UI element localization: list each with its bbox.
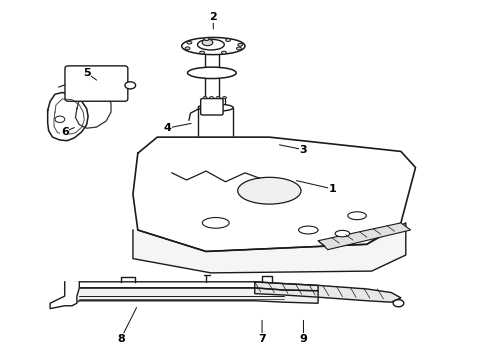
Ellipse shape [216, 96, 220, 99]
Ellipse shape [182, 37, 245, 55]
Polygon shape [133, 223, 406, 273]
Ellipse shape [203, 96, 207, 99]
Polygon shape [50, 282, 79, 309]
Ellipse shape [204, 38, 209, 41]
Ellipse shape [197, 39, 224, 50]
Ellipse shape [221, 51, 226, 54]
Ellipse shape [187, 41, 192, 44]
Ellipse shape [188, 67, 236, 78]
Ellipse shape [348, 212, 367, 220]
Text: 9: 9 [299, 334, 307, 344]
Text: 5: 5 [83, 68, 91, 78]
Ellipse shape [335, 230, 350, 237]
Ellipse shape [238, 177, 301, 204]
Polygon shape [133, 137, 416, 251]
Ellipse shape [202, 217, 229, 228]
Polygon shape [72, 288, 318, 306]
Text: 8: 8 [117, 334, 124, 344]
Text: 2: 2 [209, 13, 217, 22]
FancyBboxPatch shape [201, 99, 223, 115]
Ellipse shape [237, 47, 242, 50]
Ellipse shape [55, 116, 65, 122]
Ellipse shape [202, 39, 213, 46]
Polygon shape [48, 93, 88, 141]
Text: 7: 7 [258, 334, 266, 344]
Text: 3: 3 [300, 145, 307, 155]
Ellipse shape [238, 43, 243, 46]
Text: 6: 6 [61, 127, 69, 137]
Ellipse shape [125, 82, 136, 89]
Polygon shape [255, 282, 401, 302]
Ellipse shape [298, 226, 318, 234]
Ellipse shape [210, 96, 214, 99]
Polygon shape [75, 93, 111, 128]
Ellipse shape [222, 96, 226, 99]
Polygon shape [318, 223, 411, 249]
Ellipse shape [226, 39, 231, 41]
Ellipse shape [393, 300, 404, 307]
Polygon shape [65, 282, 318, 294]
Ellipse shape [199, 51, 204, 54]
FancyBboxPatch shape [65, 66, 128, 101]
Text: 4: 4 [163, 123, 171, 133]
Text: 1: 1 [329, 184, 337, 194]
Ellipse shape [185, 47, 190, 50]
Ellipse shape [198, 104, 233, 111]
